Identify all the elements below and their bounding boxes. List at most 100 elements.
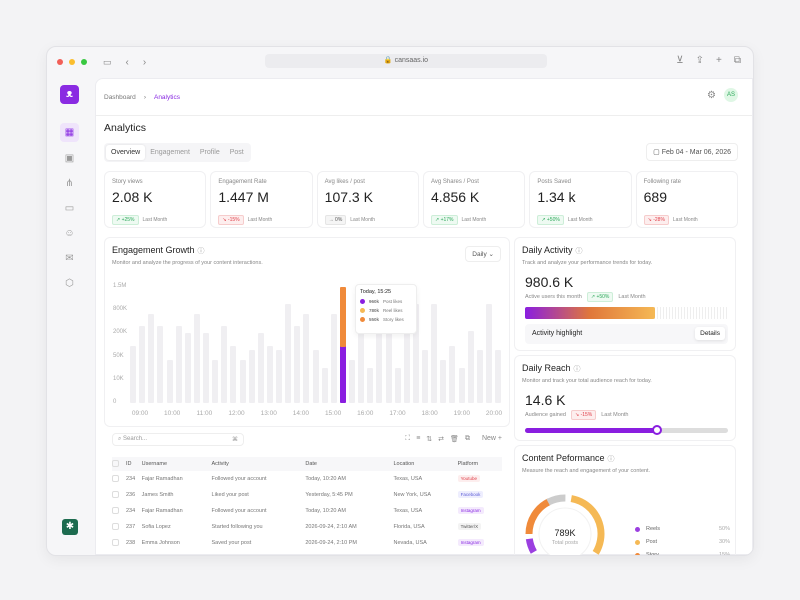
bar[interactable] bbox=[166, 359, 173, 403]
filter-icon[interactable]: ≡ bbox=[416, 435, 421, 442]
info-icon[interactable]: ⓘ bbox=[607, 456, 615, 463]
settings-icon[interactable]: ⚙ bbox=[707, 89, 716, 101]
bar[interactable] bbox=[440, 359, 447, 403]
bar[interactable] bbox=[431, 303, 438, 403]
back-icon[interactable]: ‹ bbox=[125, 56, 129, 68]
tab-post[interactable]: Post bbox=[229, 149, 244, 156]
table-row[interactable]: 237 Sofia Lopez Started following you 2026-… bbox=[112, 519, 502, 535]
bar[interactable] bbox=[148, 314, 155, 403]
row-checkbox[interactable] bbox=[112, 522, 119, 530]
column-header[interactable]: Date bbox=[305, 457, 394, 471]
bar[interactable] bbox=[285, 303, 292, 403]
column-header[interactable]: Username bbox=[141, 457, 212, 471]
bar[interactable] bbox=[312, 350, 319, 403]
tab-engagement[interactable]: Engagement bbox=[150, 149, 190, 156]
tab-overview[interactable]: Overview bbox=[106, 145, 146, 160]
bar[interactable] bbox=[230, 345, 237, 403]
swap-icon[interactable]: ⇄ bbox=[438, 436, 445, 443]
close-dot[interactable] bbox=[57, 59, 63, 65]
table-row[interactable]: 234 Fajar Ramadhan Followed your account To… bbox=[112, 471, 502, 487]
bar[interactable] bbox=[412, 303, 419, 403]
download-icon[interactable]: ⊻ bbox=[676, 55, 684, 66]
column-header[interactable]: ID bbox=[126, 457, 142, 471]
expand-icon[interactable]: ⛶ bbox=[405, 435, 411, 442]
sort-icon[interactable]: ⇅ bbox=[426, 436, 433, 443]
slider-handle[interactable] bbox=[651, 425, 662, 435]
address-bar[interactable]: 🔒 cansaas.io bbox=[265, 54, 547, 68]
folder-icon[interactable]: ▭ bbox=[64, 203, 75, 214]
new-tab-icon[interactable]: + bbox=[716, 55, 722, 66]
dashboard-icon[interactable]: ▦ bbox=[60, 123, 79, 142]
bar[interactable] bbox=[266, 345, 273, 403]
table-row[interactable]: 234 Fajar Ramadhan Followed your account To… bbox=[112, 503, 502, 519]
row-checkbox[interactable] bbox=[112, 474, 119, 482]
new-button[interactable]: New + bbox=[481, 435, 502, 442]
row-checkbox[interactable] bbox=[112, 538, 119, 546]
maximize-dot[interactable] bbox=[81, 59, 87, 65]
bar[interactable] bbox=[330, 314, 337, 403]
bar[interactable] bbox=[449, 345, 456, 403]
row-checkbox[interactable] bbox=[112, 506, 119, 514]
avatar[interactable]: AS bbox=[724, 88, 738, 102]
delete-icon[interactable]: 🗑 bbox=[450, 436, 459, 443]
bar[interactable] bbox=[257, 333, 264, 403]
bar[interactable] bbox=[212, 359, 219, 403]
bar[interactable] bbox=[495, 350, 501, 403]
search-input[interactable]: ⌕ Search... ⌘ bbox=[112, 433, 244, 446]
bar[interactable] bbox=[248, 350, 255, 403]
info-icon[interactable]: ⓘ bbox=[573, 366, 581, 373]
forward-icon[interactable]: › bbox=[142, 56, 147, 68]
bar[interactable] bbox=[403, 325, 410, 403]
breadcrumb-dashboard[interactable]: Dashboard bbox=[104, 94, 136, 101]
highlight-bar-post-likes[interactable] bbox=[339, 329, 346, 403]
sidebar-toggle-icon[interactable]: ▭ bbox=[103, 56, 112, 67]
bar[interactable] bbox=[321, 368, 328, 403]
bar[interactable] bbox=[303, 314, 310, 403]
share-nodes-icon[interactable]: ⋔ bbox=[65, 178, 74, 189]
column-header[interactable]: Location bbox=[393, 457, 458, 471]
bar[interactable] bbox=[294, 325, 301, 403]
bar[interactable] bbox=[376, 325, 383, 403]
bar[interactable] bbox=[239, 359, 246, 403]
info-icon[interactable]: ⓘ bbox=[197, 248, 205, 255]
bar[interactable] bbox=[385, 325, 392, 403]
presentation-icon[interactable]: ▣ bbox=[64, 153, 75, 164]
select-all-checkbox[interactable] bbox=[112, 459, 119, 467]
bar[interactable] bbox=[184, 333, 191, 403]
info-icon[interactable]: ⓘ bbox=[575, 248, 583, 255]
bar[interactable] bbox=[422, 350, 428, 403]
share-icon[interactable]: ⇪ bbox=[695, 55, 705, 66]
bar[interactable] bbox=[139, 325, 146, 403]
bar[interactable] bbox=[157, 325, 164, 403]
highlight-bar-story-likes[interactable] bbox=[339, 287, 346, 348]
row-checkbox[interactable] bbox=[112, 490, 119, 498]
date-range-picker[interactable]: ▢ Feb 04 - Mar 06, 2026 bbox=[646, 143, 738, 161]
tab-profile[interactable]: Profile bbox=[199, 149, 220, 156]
tabs-icon[interactable]: ⧉ bbox=[733, 55, 741, 66]
table-row[interactable]: 236 James Smith Liked your post Yesterday, … bbox=[112, 487, 502, 503]
bar[interactable] bbox=[467, 331, 474, 403]
bar[interactable] bbox=[193, 314, 200, 403]
bar[interactable] bbox=[221, 325, 228, 403]
bar[interactable] bbox=[476, 350, 483, 403]
table-row[interactable]: 238 Emma Johnson Saved your post 2026-09-24… bbox=[112, 535, 502, 551]
details-button[interactable]: Details bbox=[695, 327, 725, 340]
mail-icon[interactable]: ✉ bbox=[65, 253, 74, 264]
bar[interactable] bbox=[485, 303, 492, 403]
reach-slider[interactable] bbox=[525, 425, 728, 435]
bar[interactable] bbox=[276, 350, 282, 403]
box-icon[interactable]: ⬡ bbox=[65, 278, 74, 289]
bar[interactable] bbox=[175, 325, 182, 403]
bar[interactable] bbox=[130, 345, 136, 403]
copy-icon[interactable]: ⧉ bbox=[464, 435, 470, 442]
bar[interactable] bbox=[349, 359, 355, 403]
column-header[interactable]: Platform bbox=[457, 457, 502, 471]
users-icon[interactable]: ☺ bbox=[64, 228, 75, 239]
minimize-dot[interactable] bbox=[69, 59, 75, 65]
bar[interactable] bbox=[458, 368, 465, 403]
workspace-icon[interactable]: ✱ bbox=[62, 519, 78, 535]
bar[interactable] bbox=[203, 333, 209, 403]
bar[interactable] bbox=[358, 329, 365, 403]
app-logo[interactable]: ᴥ bbox=[60, 85, 79, 104]
period-select[interactable]: Daily ⌄ bbox=[465, 246, 501, 262]
